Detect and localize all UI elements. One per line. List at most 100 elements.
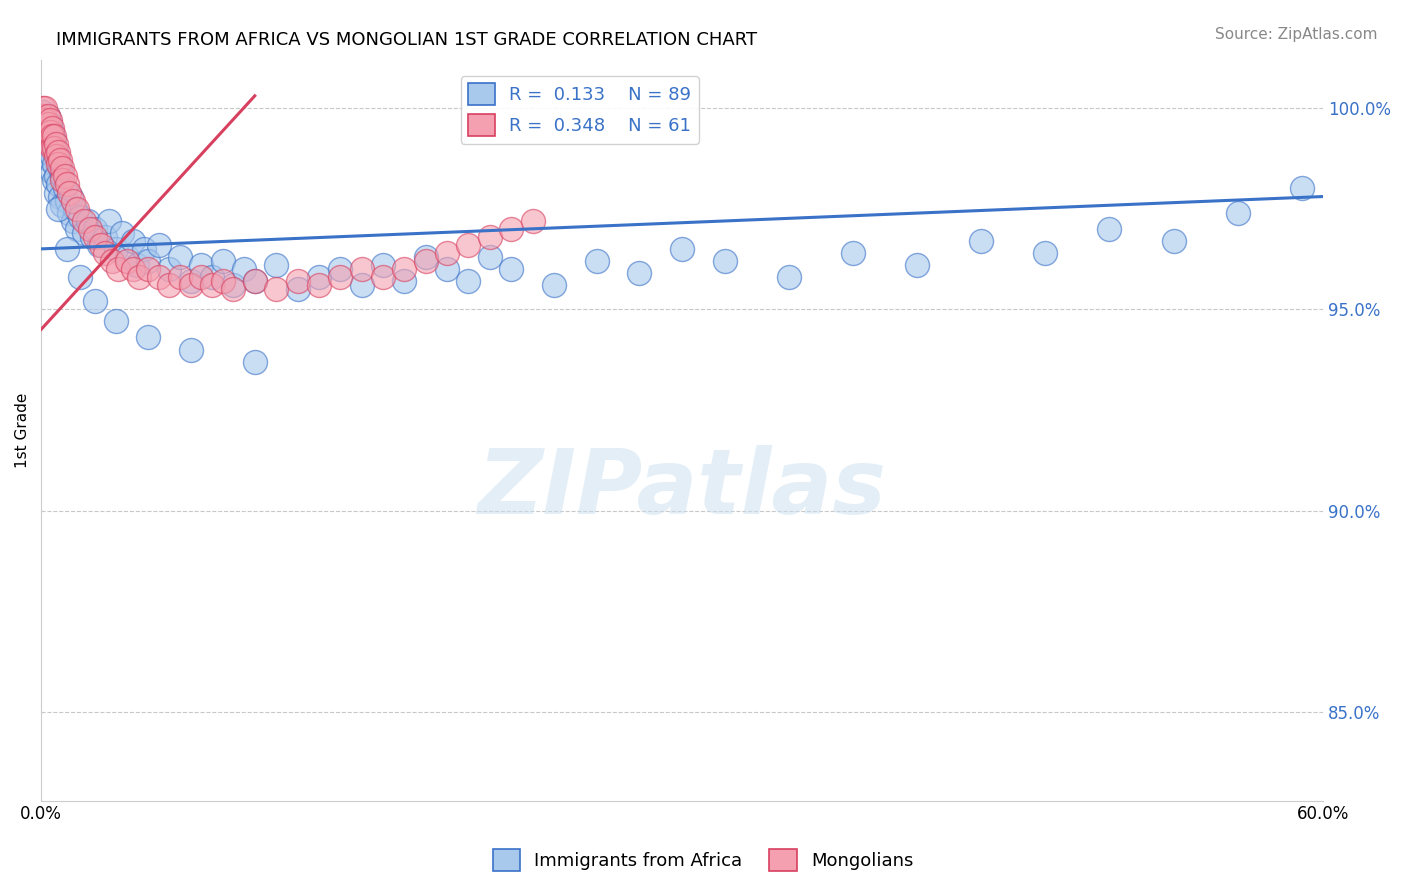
- Point: [98, 213, 121, 227]
- Point: [41, 141, 63, 155]
- Point: [585, 254, 607, 268]
- Point: [38, 113, 60, 128]
- Point: [148, 270, 170, 285]
- Point: [522, 213, 544, 227]
- Point: [90, 238, 112, 252]
- Point: [371, 258, 394, 272]
- Point: [46, 178, 69, 192]
- Point: [41, 129, 63, 144]
- Point: [436, 262, 458, 277]
- Point: [970, 234, 993, 248]
- Point: [415, 254, 437, 268]
- Point: [65, 202, 87, 216]
- Point: [37, 117, 59, 131]
- Point: [136, 330, 159, 344]
- Point: [58, 186, 80, 200]
- Point: [264, 258, 287, 272]
- Point: [45, 186, 67, 200]
- Point: [77, 213, 100, 227]
- Point: [628, 266, 651, 280]
- Point: [169, 250, 191, 264]
- Point: [45, 145, 67, 160]
- Point: [62, 213, 84, 227]
- Point: [46, 202, 69, 216]
- Point: [38, 153, 60, 168]
- Point: [180, 278, 202, 293]
- Point: [45, 169, 67, 184]
- Point: [55, 178, 77, 192]
- Point: [264, 282, 287, 296]
- Point: [243, 274, 266, 288]
- Point: [222, 282, 245, 296]
- Point: [32, 109, 55, 123]
- Point: [1098, 221, 1121, 235]
- Point: [190, 270, 212, 285]
- Point: [180, 343, 202, 357]
- Point: [66, 202, 89, 216]
- Point: [543, 278, 565, 293]
- Point: [778, 270, 800, 285]
- Point: [83, 229, 105, 244]
- Point: [127, 258, 149, 272]
- Point: [34, 113, 56, 128]
- Point: [73, 213, 96, 227]
- Point: [501, 221, 523, 235]
- Point: [46, 153, 69, 168]
- Point: [69, 270, 91, 285]
- Point: [415, 250, 437, 264]
- Point: [501, 262, 523, 277]
- Point: [53, 169, 76, 184]
- Point: [34, 121, 56, 136]
- Point: [34, 129, 56, 144]
- Point: [436, 246, 458, 260]
- Point: [45, 149, 67, 163]
- Point: [211, 254, 233, 268]
- Point: [100, 254, 122, 268]
- Point: [34, 113, 56, 128]
- Point: [111, 226, 134, 240]
- Point: [222, 278, 245, 293]
- Point: [41, 165, 63, 179]
- Point: [34, 101, 56, 115]
- Point: [37, 137, 59, 152]
- Point: [157, 278, 180, 293]
- Point: [457, 274, 479, 288]
- Point: [107, 262, 129, 277]
- Text: IMMIGRANTS FROM AFRICA VS MONGOLIAN 1ST GRADE CORRELATION CHART: IMMIGRANTS FROM AFRICA VS MONGOLIAN 1ST …: [56, 31, 758, 49]
- Point: [201, 270, 224, 285]
- Point: [38, 117, 60, 131]
- Point: [55, 242, 77, 256]
- Point: [42, 141, 65, 155]
- Point: [842, 246, 865, 260]
- Point: [46, 145, 69, 160]
- Point: [37, 109, 59, 123]
- Point: [73, 226, 96, 240]
- Legend: R =  0.133    N = 89, R =  0.348    N = 61: R = 0.133 N = 89, R = 0.348 N = 61: [461, 76, 699, 144]
- Point: [1035, 246, 1057, 260]
- Point: [38, 141, 60, 155]
- Point: [122, 262, 145, 277]
- Point: [51, 161, 73, 176]
- Point: [83, 221, 105, 235]
- Point: [128, 270, 150, 285]
- Point: [42, 157, 65, 171]
- Point: [478, 229, 501, 244]
- Point: [394, 274, 416, 288]
- Point: [1291, 181, 1313, 195]
- Point: [233, 262, 256, 277]
- Point: [60, 189, 83, 203]
- Point: [243, 354, 266, 368]
- Point: [329, 270, 352, 285]
- Text: Source: ZipAtlas.com: Source: ZipAtlas.com: [1215, 27, 1378, 42]
- Point: [51, 169, 73, 184]
- Point: [55, 194, 77, 208]
- Point: [38, 137, 60, 152]
- Point: [37, 129, 59, 144]
- Point: [66, 221, 89, 235]
- Point: [41, 121, 63, 136]
- Point: [49, 189, 72, 203]
- Point: [37, 109, 59, 123]
- Point: [87, 238, 110, 252]
- Point: [148, 238, 170, 252]
- Point: [69, 210, 91, 224]
